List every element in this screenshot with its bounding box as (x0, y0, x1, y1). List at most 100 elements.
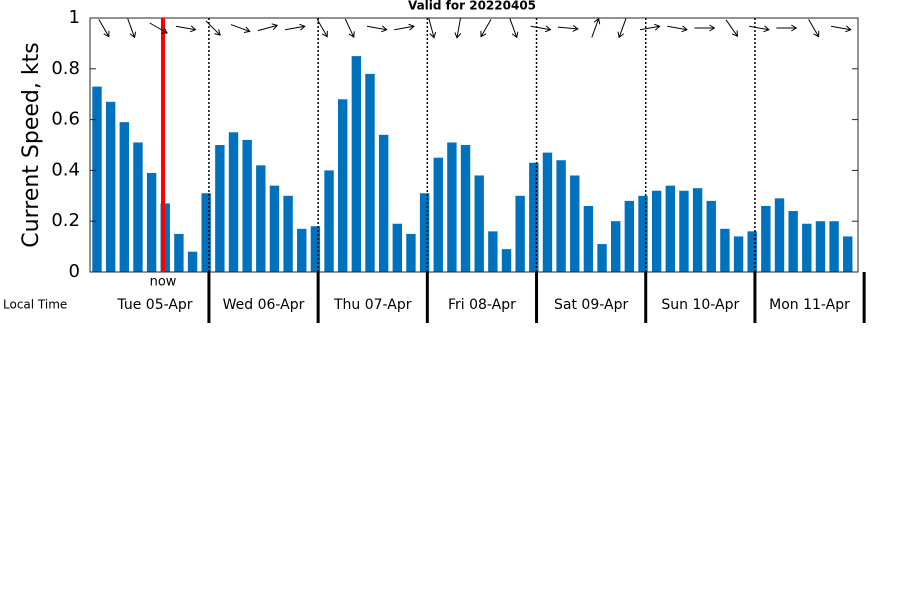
arrow-shape (98, 19, 110, 38)
bar (146, 172, 157, 272)
arrow-shape (530, 25, 552, 33)
bar (92, 86, 102, 272)
direction-arrow (205, 20, 221, 36)
bar (542, 152, 553, 272)
direction-arrow (830, 25, 852, 33)
arrow-shape (205, 20, 221, 36)
direction-arrow (617, 18, 627, 39)
arrow-shape (667, 25, 688, 33)
bar (269, 185, 280, 272)
day-label: Wed 06-Apr (223, 297, 305, 313)
bar (201, 193, 211, 272)
arrow-shape (316, 19, 328, 38)
bar (460, 145, 471, 272)
y-tick-label: 0 (69, 261, 80, 282)
bar (570, 175, 580, 272)
bar (747, 231, 757, 272)
bar (419, 193, 430, 272)
bar (692, 188, 703, 272)
arrow-shape (480, 19, 492, 38)
arrow-shape (394, 23, 415, 31)
direction-arrow (230, 24, 251, 34)
bar (488, 231, 498, 272)
bar (228, 132, 239, 272)
bar (501, 249, 512, 272)
bar (597, 244, 607, 272)
direction-arrow (127, 18, 137, 39)
direction-arrow (366, 25, 388, 33)
bar (556, 160, 566, 272)
bar (665, 185, 675, 272)
bar (843, 236, 853, 272)
y-tick-label: 0.4 (51, 159, 80, 180)
direction-arrow (591, 17, 601, 38)
direction-arrow (776, 24, 798, 32)
bar (242, 139, 252, 272)
direction-arrow (667, 25, 688, 33)
arrow-shape (428, 18, 437, 39)
x-axis-label: Local Time (3, 298, 67, 312)
arrow-shape (557, 25, 579, 32)
bar (283, 195, 293, 272)
bar (515, 195, 525, 272)
arrow-shape (344, 18, 355, 38)
day-label: Tue 05-Apr (116, 297, 192, 313)
arrow-shape (454, 18, 462, 39)
now-label: now (150, 275, 177, 290)
bar (256, 165, 266, 272)
y-tick-label: 0.2 (51, 210, 80, 231)
day-label: Fri 08-Apr (448, 297, 516, 313)
direction-arrow (98, 19, 110, 38)
arrow-shape (776, 24, 798, 32)
direction-arrow (284, 23, 306, 31)
y-tick-label: 1 (69, 7, 80, 28)
bar (447, 142, 457, 272)
direction-arrow (557, 25, 579, 32)
bar (679, 190, 689, 272)
day-label: Mon 11-Apr (769, 297, 850, 313)
bar (474, 175, 484, 272)
bar (761, 205, 771, 272)
direction-arrow (808, 19, 820, 38)
day-label: Thu 07-Apr (333, 297, 412, 313)
arrow-shape (639, 23, 661, 31)
bar (829, 221, 839, 272)
direction-arrow (428, 18, 437, 39)
bar (324, 170, 334, 272)
bar (788, 211, 798, 272)
direction-arrow (725, 19, 739, 37)
direction-arrow (394, 23, 415, 31)
direction-arrow (257, 23, 279, 32)
direction-arrow (639, 23, 661, 31)
bar (733, 236, 744, 272)
bar (133, 142, 143, 272)
bar (351, 56, 362, 272)
arrow-shape (230, 24, 251, 34)
arrow-shape (694, 24, 716, 32)
bar (611, 221, 621, 272)
arrow-shape (725, 19, 739, 37)
bar (774, 198, 785, 272)
bar (433, 157, 443, 272)
day-label: Sun 10-Apr (661, 297, 739, 313)
direction-arrow (694, 24, 716, 32)
bar (105, 101, 116, 272)
bar (406, 233, 416, 272)
bar (583, 205, 594, 272)
bar (160, 203, 170, 272)
bar (119, 122, 129, 272)
day-label: Sat 09-Apr (554, 297, 628, 313)
direction-arrow (175, 25, 197, 33)
direction-arrow (149, 22, 168, 34)
bar (297, 228, 307, 272)
bar (815, 221, 826, 272)
arrow-shape (749, 25, 770, 33)
bar (638, 195, 648, 272)
bar (378, 134, 389, 272)
bar (187, 251, 198, 272)
y-tick-label: 0.6 (51, 109, 80, 130)
bar (529, 162, 539, 272)
arrow-shape (175, 25, 197, 33)
direction-arrow (509, 18, 519, 39)
